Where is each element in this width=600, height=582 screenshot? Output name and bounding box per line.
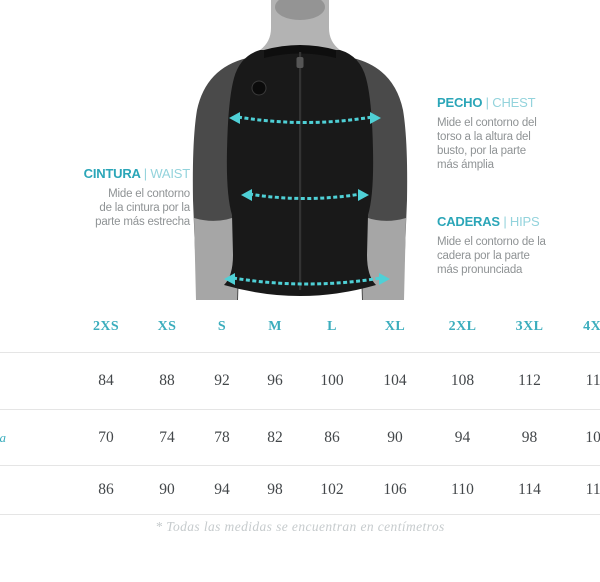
cell-value: 98 (521, 428, 538, 446)
col-header-s: S (217, 319, 227, 334)
cell-value: 116 (585, 372, 600, 389)
cell-value: 78 (214, 428, 230, 446)
pipe-separator: | (485, 95, 489, 110)
annotation-chest-title: PECHO | CHEST (437, 95, 536, 110)
cell-value: 112 (518, 372, 541, 389)
cell-value: 110 (451, 481, 474, 498)
col-header-m: M (268, 319, 282, 334)
cell-value: 94 (214, 481, 230, 498)
cell-value: 90 (387, 428, 403, 446)
annotation-waist-desc: Mide el contorno de la cintura por la pa… (95, 188, 190, 229)
size-table-header-row: 2XS XS S M L XL 2XL 3XL 4XL (0, 302, 600, 352)
cell-value: 86 (324, 428, 340, 446)
cell-value: 102 (320, 481, 344, 498)
hips-measure-line (224, 273, 390, 286)
jersey-zipper (299, 52, 302, 290)
cell-value: 96 (267, 372, 283, 389)
table-row-chest: 84 88 92 96 100 104 108 112 116 (0, 352, 600, 409)
col-header-xs: XS (157, 319, 177, 334)
units-footnote: * Todas las medidas se encuentran en cen… (155, 519, 445, 534)
cell-value: 104 (383, 372, 407, 389)
table-row-hips: 86 90 94 98 102 106 110 114 118 (0, 465, 600, 515)
size-table: 2XS XS S M L XL 2XL 3XL 4XL 84 88 92 96 … (0, 302, 600, 515)
cell-value: 94 (454, 428, 471, 446)
pipe-separator: | (503, 214, 507, 229)
pipe-separator: | (143, 166, 147, 181)
zipper-pull (296, 57, 304, 68)
chest-logo (251, 80, 267, 96)
cell-value: 74 (159, 428, 175, 446)
row-label: a (0, 429, 6, 445)
col-header-2xs: 2XS (92, 319, 120, 334)
model-figure (192, 0, 408, 300)
jersey-collar (264, 45, 336, 58)
annotation-chest: PECHO | CHEST Mide el contorno del torso… (437, 95, 577, 172)
annotation-hips-desc: Mide el contorno de la cadera por la par… (437, 236, 546, 277)
cell-value: 90 (159, 481, 175, 498)
cell-value: 82 (267, 428, 283, 446)
chest-measure-line (229, 112, 381, 124)
cell-value: 108 (450, 372, 475, 389)
cell-value: 70 (98, 428, 114, 446)
annotation-chest-desc: Mide el contorno del torso a la altura d… (437, 117, 537, 172)
cell-value: 98 (267, 481, 283, 498)
cell-value: 88 (159, 372, 175, 389)
cell-value: 100 (320, 372, 344, 389)
col-header-l: L (327, 319, 337, 334)
waist-measure-line (241, 189, 369, 201)
cell-value: 84 (98, 372, 114, 389)
col-header-4xl: 4XL (583, 319, 600, 334)
cell-value: 92 (214, 372, 230, 389)
table-row-waist: a 70 74 78 82 86 90 94 98 102 (0, 409, 600, 465)
cell-value: 86 (98, 481, 114, 498)
annotation-hips-title: CADERAS | HIPS (437, 214, 540, 229)
col-header-3xl: 3XL (515, 319, 544, 334)
cell-value: 102 (585, 428, 600, 446)
annotation-waist-title: CINTURA | WAIST (83, 166, 191, 181)
cell-value: 106 (383, 481, 407, 498)
cell-value: 114 (518, 481, 541, 498)
annotation-waist: CINTURA | WAIST Mide el contorno de la c… (20, 166, 191, 229)
annotation-hips: CADERAS | HIPS Mide el contorno de la ca… (437, 214, 587, 277)
col-header-2xl: 2XL (448, 319, 477, 334)
cell-value: 118 (585, 481, 600, 498)
col-header-xl: XL (384, 319, 406, 334)
chin (275, 0, 325, 20)
